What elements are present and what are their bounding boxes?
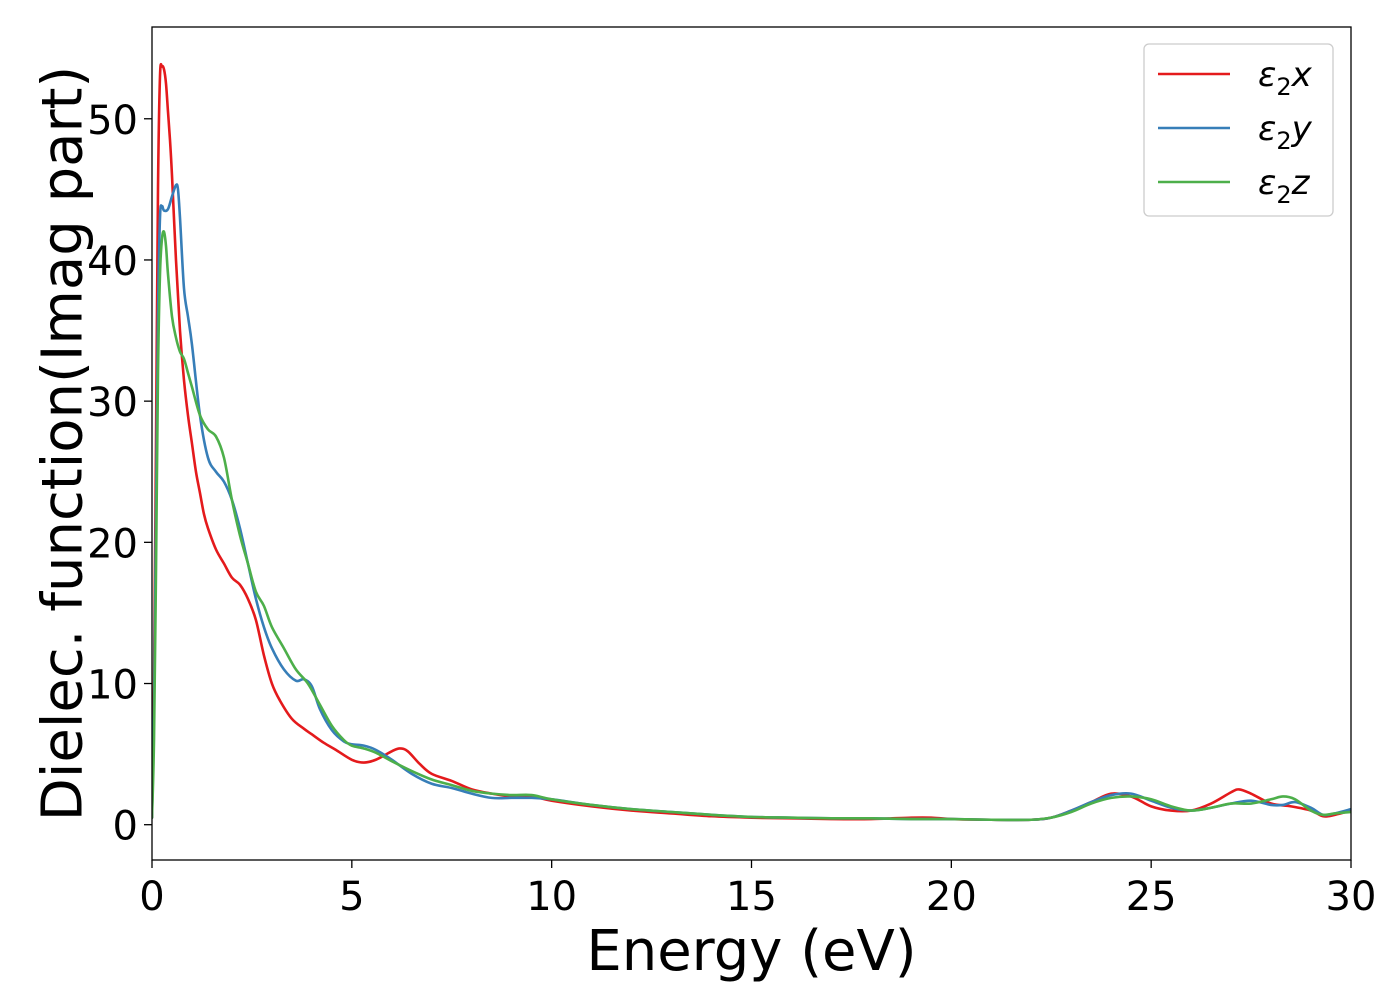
x-axis-title: Energy (eV) [586,919,916,984]
series-layer [152,62,1351,822]
x-tick-label: 10 [526,874,577,920]
y-axis-title: Dielec. function(Imag part) [31,66,96,822]
legend-label-y: ε2y [1258,109,1313,155]
y-tick-label: 50 [87,98,138,144]
y-tick-label: 20 [87,521,138,567]
x-axis-ticks: 0 5 10 15 20 25 30 [139,860,1376,920]
y-axis-ticks: 0 10 20 30 40 50 [87,98,152,850]
x-tick-label: 5 [339,874,364,920]
legend-box [1143,43,1334,217]
x-tick-label: 20 [926,874,977,920]
y-tick-label: 40 [87,239,138,285]
x-tick-label: 30 [1326,874,1377,920]
x-tick-label: 15 [726,874,777,920]
x-tick-label: 0 [139,874,164,920]
x-tick-label: 25 [1126,874,1177,920]
legend: ε2x ε2y ε2z [1143,43,1334,217]
legend-label-x: ε2x [1258,55,1313,101]
y-tick-label: 0 [113,804,138,850]
legend-label-z: ε2z [1258,163,1311,209]
series-line-z [152,230,1351,822]
y-tick-label: 10 [87,663,138,709]
y-tick-label: 30 [87,380,138,426]
